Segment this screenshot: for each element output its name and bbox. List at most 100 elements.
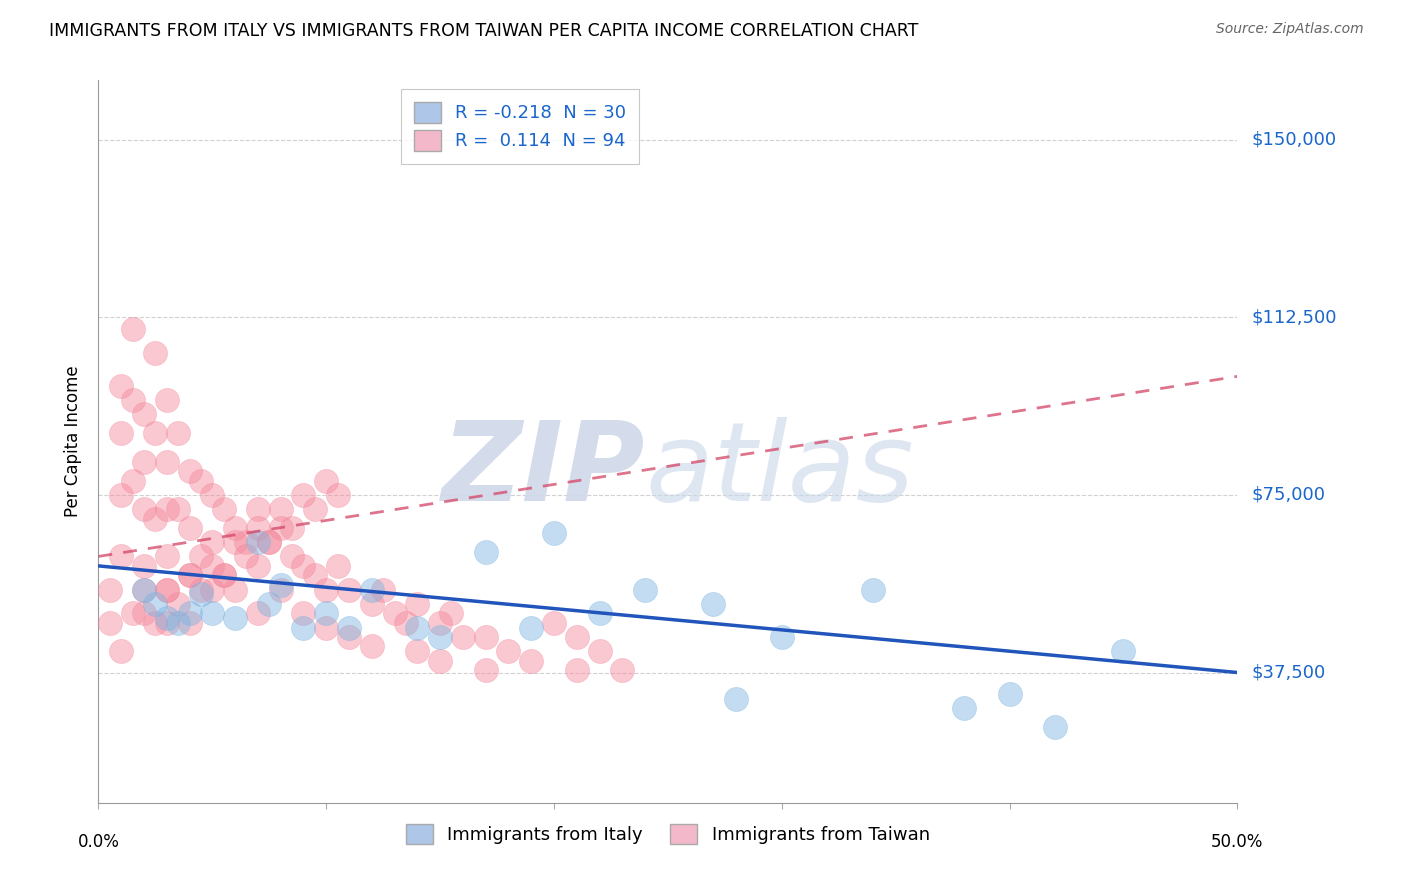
Point — [406, 620, 429, 634]
Point — [588, 644, 610, 658]
Point — [520, 620, 543, 634]
Point — [281, 549, 304, 564]
Point — [156, 582, 179, 597]
Legend: Immigrants from Italy, Immigrants from Taiwan: Immigrants from Italy, Immigrants from T… — [391, 809, 945, 859]
Point — [156, 393, 179, 408]
Text: IMMIGRANTS FROM ITALY VS IMMIGRANTS FROM TAIWAN PER CAPITA INCOME CORRELATION CH: IMMIGRANTS FROM ITALY VS IMMIGRANTS FROM… — [49, 22, 918, 40]
Text: $150,000: $150,000 — [1251, 130, 1336, 148]
Point — [156, 549, 179, 564]
Point — [145, 615, 167, 630]
Point — [167, 597, 190, 611]
Point — [246, 558, 269, 573]
Point — [132, 455, 155, 469]
Point — [179, 615, 201, 630]
Point — [360, 597, 382, 611]
Point — [132, 502, 155, 516]
Point — [520, 654, 543, 668]
Point — [110, 426, 132, 441]
Point — [360, 582, 382, 597]
Point — [179, 568, 201, 582]
Point — [98, 582, 121, 597]
Point — [190, 587, 212, 601]
Point — [212, 568, 235, 582]
Point — [588, 607, 610, 621]
Point — [224, 535, 246, 549]
Point — [337, 630, 360, 644]
Point — [337, 620, 360, 634]
Point — [156, 582, 179, 597]
Point — [98, 615, 121, 630]
Text: atlas: atlas — [645, 417, 914, 524]
Point — [212, 502, 235, 516]
Point — [201, 582, 224, 597]
Point — [259, 535, 281, 549]
Point — [156, 615, 179, 630]
Point — [259, 597, 281, 611]
Point — [770, 630, 793, 644]
Point — [110, 488, 132, 502]
Point — [224, 521, 246, 535]
Point — [201, 488, 224, 502]
Y-axis label: Per Capita Income: Per Capita Income — [65, 366, 83, 517]
Point — [862, 582, 884, 597]
Point — [190, 474, 212, 488]
Point — [543, 615, 565, 630]
Point — [132, 607, 155, 621]
Point — [371, 582, 394, 597]
Point — [565, 663, 588, 677]
Point — [156, 502, 179, 516]
Point — [440, 607, 463, 621]
Point — [145, 426, 167, 441]
Text: 0.0%: 0.0% — [77, 833, 120, 851]
Point — [292, 558, 315, 573]
Point — [451, 630, 474, 644]
Point — [474, 544, 496, 558]
Point — [259, 535, 281, 549]
Point — [543, 525, 565, 540]
Point — [156, 455, 179, 469]
Point — [167, 502, 190, 516]
Point — [235, 535, 257, 549]
Point — [360, 640, 382, 654]
Point — [121, 393, 143, 408]
Text: $112,500: $112,500 — [1251, 308, 1337, 326]
Point — [634, 582, 657, 597]
Point — [953, 701, 976, 715]
Point — [246, 502, 269, 516]
Text: 50.0%: 50.0% — [1211, 833, 1264, 851]
Point — [474, 630, 496, 644]
Point — [304, 568, 326, 582]
Point — [315, 474, 337, 488]
Text: $75,000: $75,000 — [1251, 486, 1326, 504]
Point — [270, 582, 292, 597]
Point — [212, 568, 235, 582]
Point — [281, 521, 304, 535]
Point — [406, 644, 429, 658]
Point — [167, 615, 190, 630]
Point — [201, 558, 224, 573]
Point — [235, 549, 257, 564]
Point — [702, 597, 724, 611]
Point — [612, 663, 634, 677]
Point — [145, 345, 167, 359]
Point — [429, 630, 451, 644]
Point — [156, 611, 179, 625]
Point — [190, 582, 212, 597]
Point — [121, 607, 143, 621]
Point — [474, 663, 496, 677]
Point — [121, 322, 143, 336]
Point — [337, 582, 360, 597]
Point — [429, 654, 451, 668]
Point — [270, 578, 292, 592]
Point — [110, 644, 132, 658]
Point — [725, 691, 748, 706]
Point — [246, 607, 269, 621]
Point — [145, 511, 167, 525]
Point — [304, 502, 326, 516]
Point — [498, 644, 520, 658]
Point — [1112, 644, 1135, 658]
Point — [326, 488, 349, 502]
Point — [406, 597, 429, 611]
Text: ZIP: ZIP — [441, 417, 645, 524]
Point — [201, 607, 224, 621]
